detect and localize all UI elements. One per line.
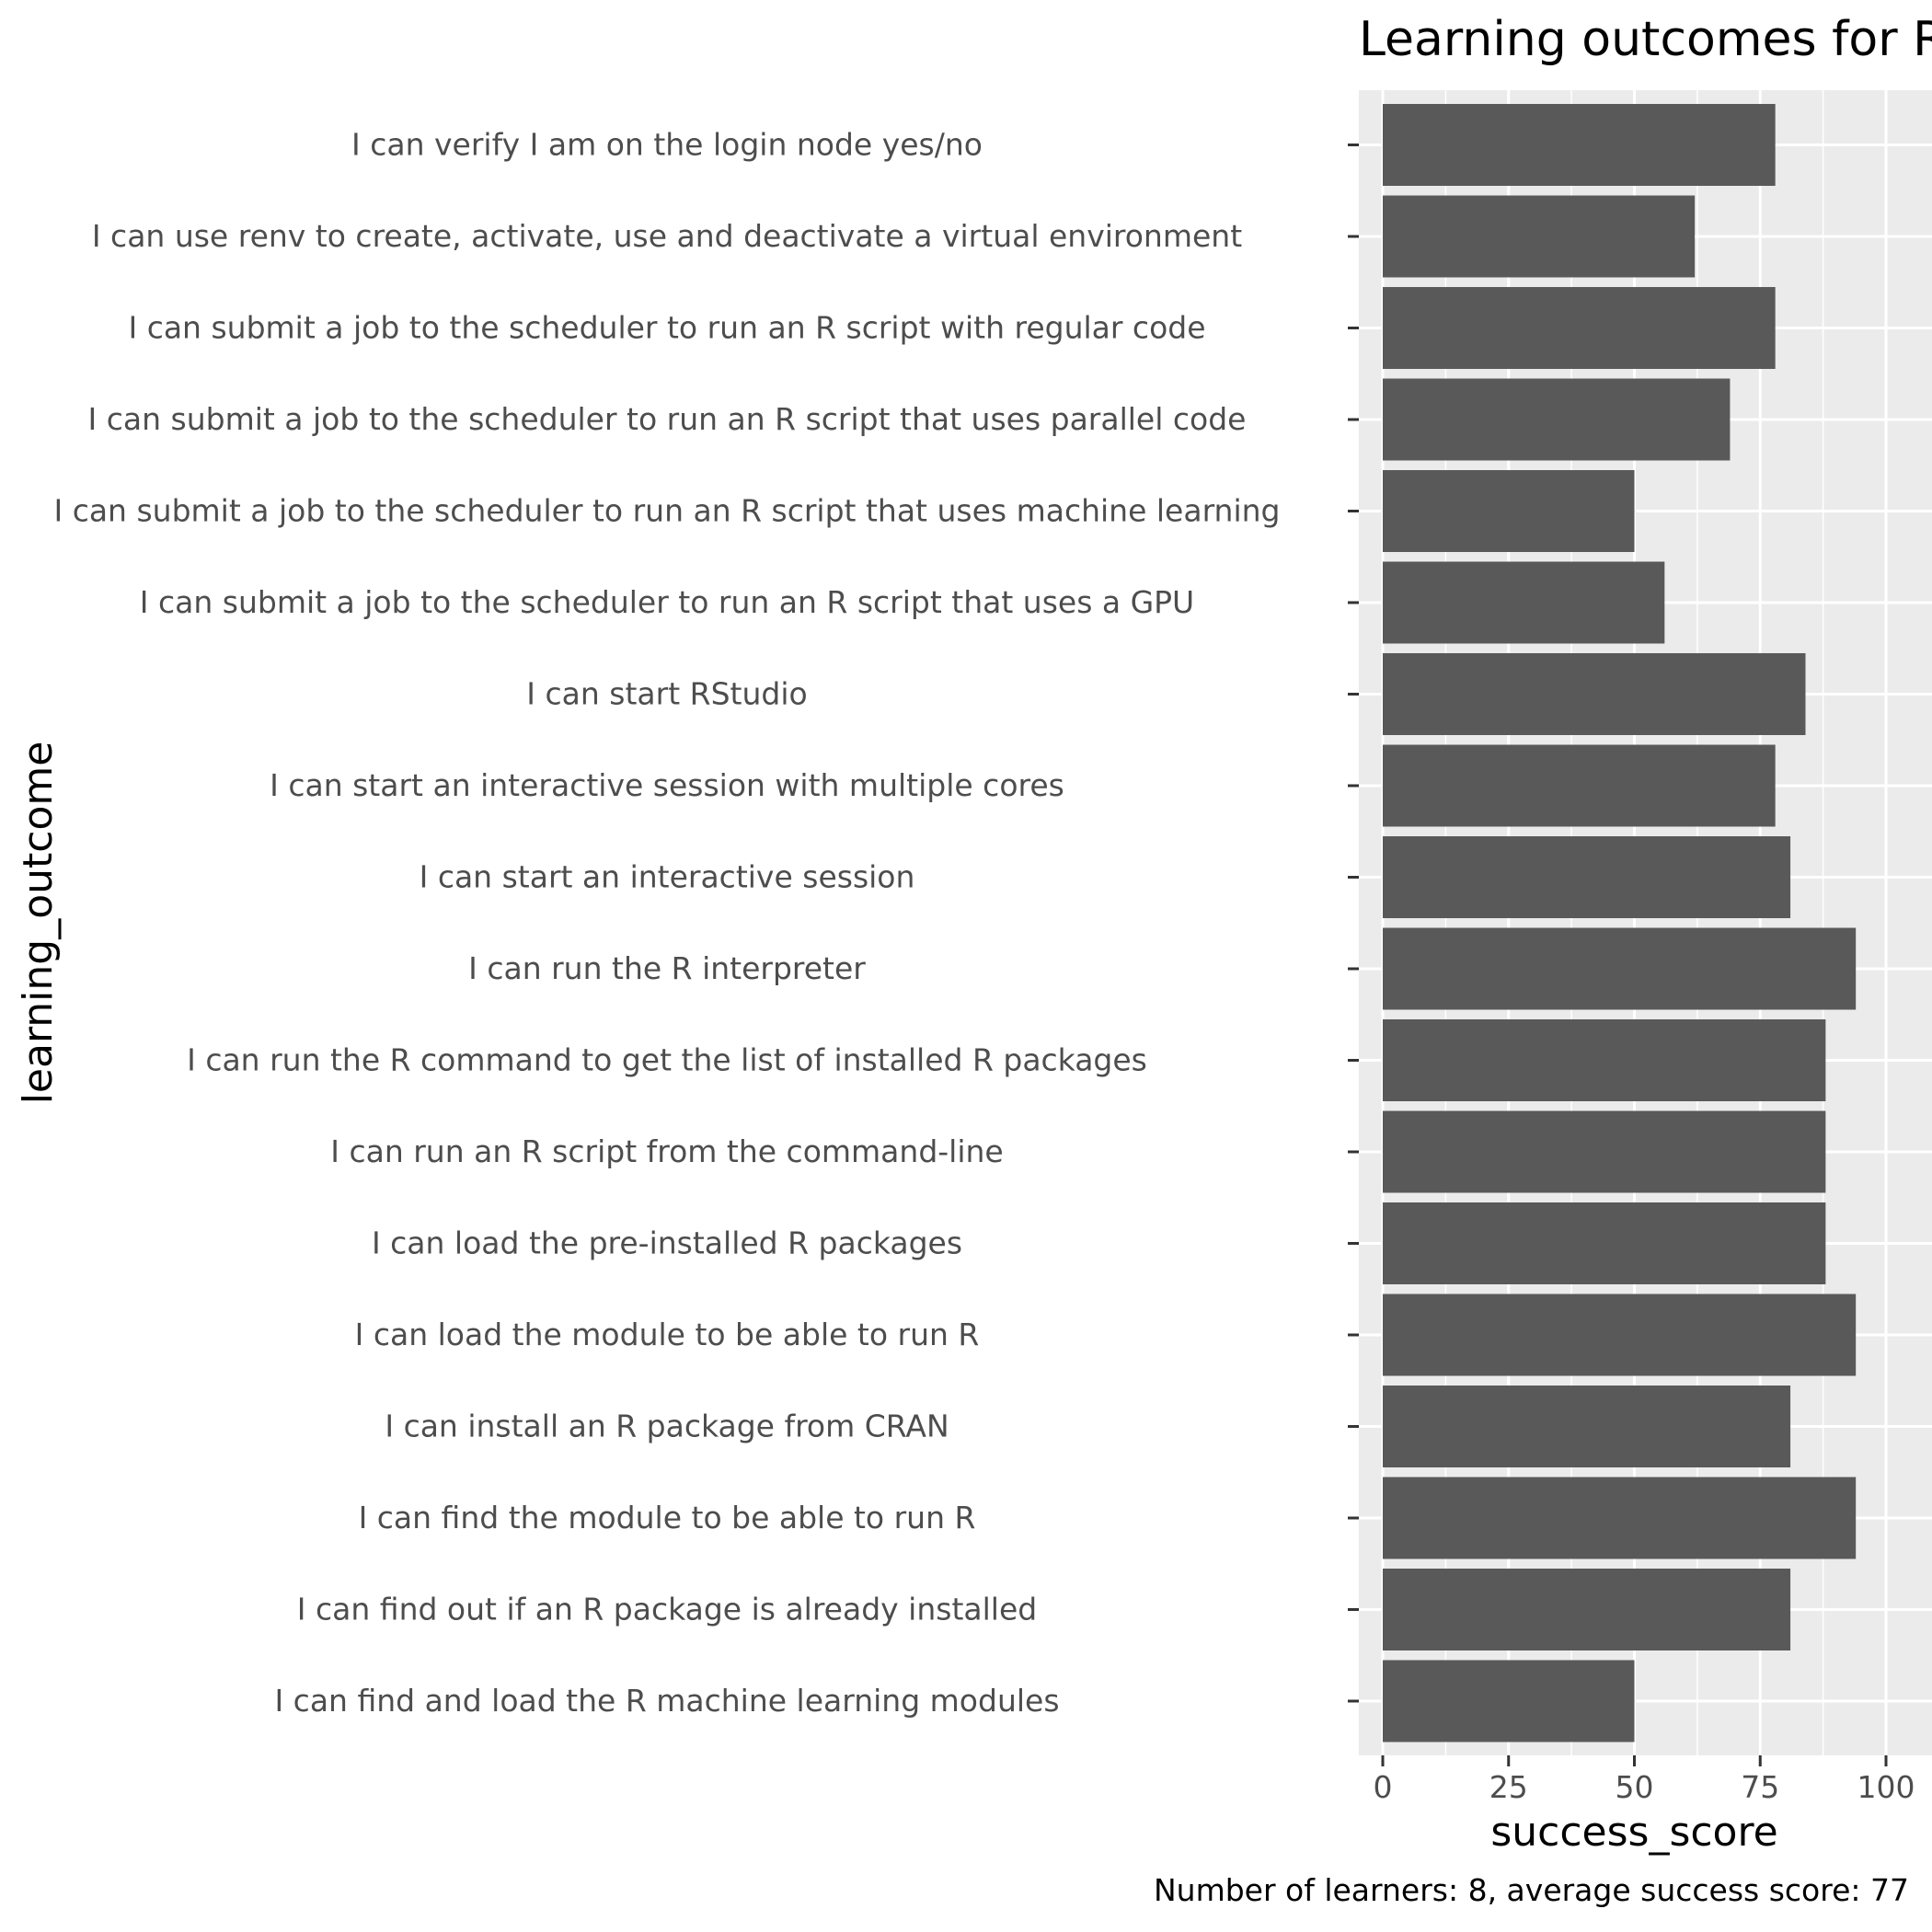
x-axis-ticks: 0 25 50 75 100: [1374, 1755, 1915, 1805]
bar: [1383, 1202, 1826, 1284]
category-label: I can verify I am on the login node yes/…: [351, 127, 983, 163]
category-label: I can find out if an R package is alread…: [297, 1592, 1037, 1627]
chart-caption: Number of learners: 8, average success s…: [1154, 1872, 1909, 1908]
bar: [1383, 653, 1806, 735]
category-labels: I can verify I am on the login node yes/…: [53, 127, 1359, 1719]
bar: [1383, 836, 1791, 918]
category-label: I can submit a job to the scheduler to r…: [88, 401, 1247, 437]
category-label: I can find and load the R machine learni…: [274, 1683, 1059, 1719]
bar: [1383, 744, 1776, 827]
bar: [1383, 470, 1635, 552]
bar: [1383, 1569, 1791, 1650]
x-tick-label: 0: [1374, 1769, 1393, 1805]
category-label: I can start RStudio: [526, 676, 807, 712]
bar: [1383, 1110, 1826, 1193]
bar: [1383, 378, 1731, 461]
x-tick-label: 75: [1741, 1769, 1779, 1805]
x-tick-label: 100: [1857, 1769, 1915, 1805]
bars: [1383, 104, 1857, 1742]
bar: [1383, 1660, 1635, 1742]
category-label: I can run the R command to get the list …: [187, 1042, 1147, 1078]
category-label: I can submit a job to the scheduler to r…: [53, 493, 1280, 529]
bar: [1383, 1019, 1826, 1101]
category-label: I can load the module to be able to run …: [355, 1317, 980, 1352]
x-axis-title: success_score: [1490, 1809, 1777, 1856]
category-label: I can submit a job to the scheduler to r…: [140, 584, 1194, 620]
bar: [1383, 1386, 1791, 1467]
chart-title: Learning outcomes for R: [1359, 12, 1932, 67]
category-label: I can start an interactive session with …: [270, 767, 1064, 803]
bar: [1383, 927, 1857, 1010]
category-label: I can run an R script from the command-l…: [330, 1133, 1003, 1169]
bar: [1383, 195, 1696, 278]
category-label: I can use renv to create, activate, use …: [92, 218, 1242, 254]
x-tick-label: 25: [1489, 1769, 1528, 1805]
category-label: I can load the pre-installed R packages: [372, 1225, 962, 1261]
bar: [1383, 104, 1776, 186]
category-label: I can install an R package from CRAN: [385, 1409, 949, 1444]
category-label: I can submit a job to the scheduler to r…: [128, 310, 1205, 346]
bar: [1383, 1294, 1857, 1376]
bar: [1383, 561, 1665, 644]
category-label: I can start an interactive session: [420, 859, 915, 895]
category-label: I can find the module to be able to run …: [359, 1500, 976, 1535]
y-axis-title: learning_outcome: [15, 742, 62, 1105]
x-tick-label: 50: [1616, 1769, 1654, 1805]
category-label: I can run the R interpreter: [468, 950, 866, 986]
bar: [1383, 287, 1776, 369]
bar: [1383, 1477, 1857, 1559]
